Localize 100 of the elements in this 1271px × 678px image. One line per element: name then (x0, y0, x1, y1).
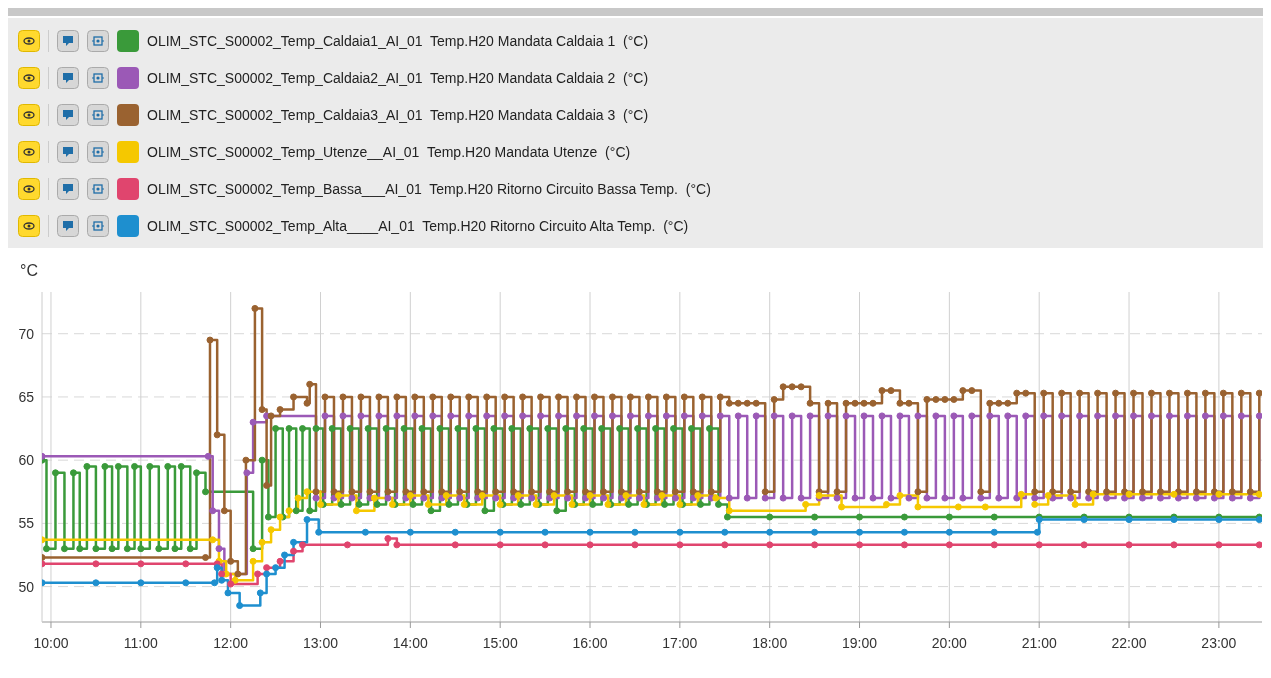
point (900, 541, 908, 549)
point (766, 528, 774, 536)
x-tick-label: 18:00 (752, 634, 788, 651)
y-tick-label: 60 (18, 452, 35, 469)
point (254, 570, 262, 578)
point (541, 541, 549, 549)
point (1089, 490, 1097, 498)
point (478, 492, 486, 500)
point (802, 500, 810, 508)
x-tick-label: 21:00 (1021, 634, 1057, 651)
point (1125, 541, 1133, 549)
point (694, 492, 702, 500)
point (725, 507, 733, 515)
point (1080, 541, 1088, 549)
y-tick-label: 70 (18, 325, 35, 342)
point (586, 492, 594, 500)
point (811, 541, 819, 549)
point (137, 560, 145, 568)
legend-label: OLIM_STC_S00002_Temp_Caldaia2_AI_01 Temp.H20 Mandata Caldaia 2 (°C) (147, 69, 649, 86)
x-tick-label: 11:00 (123, 634, 159, 651)
x-tick-label: 13:00 (302, 634, 339, 651)
point (451, 541, 459, 549)
point (990, 528, 998, 536)
point (290, 538, 298, 546)
legend-label: OLIM_STC_S00002_Temp_Alta____AI_01 Temp.H20 Ritorno Circuito Alta Temp. (°C) (147, 217, 689, 234)
x-tick-label: 12:00 (213, 634, 249, 651)
point (945, 528, 953, 536)
point (766, 541, 774, 549)
point (290, 547, 298, 555)
point (406, 528, 414, 536)
point (182, 560, 190, 568)
point (1071, 500, 1079, 508)
point (256, 589, 264, 597)
point (712, 494, 720, 502)
point (361, 528, 369, 536)
point (218, 576, 226, 584)
point (227, 580, 235, 588)
point (263, 564, 271, 572)
point (303, 488, 311, 496)
point (424, 500, 432, 508)
point (1017, 490, 1025, 498)
point (224, 589, 232, 597)
point (631, 528, 639, 536)
point (315, 528, 323, 536)
point (856, 541, 864, 549)
point (281, 551, 289, 559)
point (285, 507, 293, 515)
x-tick-label: 20:00 (931, 634, 968, 651)
point (294, 494, 302, 502)
point (622, 492, 630, 500)
point (137, 579, 145, 587)
point (658, 492, 666, 500)
point (182, 579, 190, 587)
point (236, 602, 244, 610)
point (334, 492, 342, 500)
x-tick-label: 15:00 (482, 634, 518, 651)
point (1031, 500, 1039, 508)
x-tick-label: 10:00 (33, 634, 69, 651)
point (209, 536, 217, 544)
point (451, 528, 459, 536)
point (896, 492, 904, 500)
point (303, 516, 311, 524)
point (721, 541, 729, 549)
point (384, 535, 392, 543)
point (258, 538, 266, 546)
point (990, 541, 998, 549)
point (1033, 528, 1041, 536)
y-tick-label: 55 (18, 515, 35, 532)
x-tick-label: 17:00 (662, 634, 698, 651)
point (299, 541, 307, 549)
point (352, 507, 360, 515)
point (541, 528, 549, 536)
point (676, 528, 684, 536)
point (586, 541, 594, 549)
y-tick-label: 50 (18, 578, 35, 595)
legend-label: OLIM_STC_S00002_Temp_Caldaia3_AI_01 Temp.H20 Mandata Caldaia 3 (°C) (147, 106, 649, 123)
point (1255, 490, 1262, 498)
point (370, 494, 378, 502)
point (981, 503, 989, 511)
point (1170, 541, 1178, 549)
point (631, 541, 639, 549)
point (343, 541, 351, 549)
point (92, 579, 100, 587)
point (496, 541, 504, 549)
point (1035, 541, 1043, 549)
point (914, 503, 922, 511)
point (721, 528, 729, 536)
point (900, 528, 908, 536)
y-tick-label: 65 (18, 388, 35, 405)
legend-label: OLIM_STC_S00002_Temp_Caldaia1_AI_01 Temp.H20 Mandata Caldaia 1 (°C) (147, 32, 649, 49)
point (249, 557, 257, 565)
point (1215, 490, 1223, 498)
point (954, 503, 962, 511)
point (92, 560, 100, 568)
x-tick-label: 22:00 (1111, 634, 1147, 651)
point (213, 564, 221, 572)
point (1215, 541, 1223, 549)
point (276, 557, 284, 565)
point (945, 541, 953, 549)
point (442, 492, 450, 500)
